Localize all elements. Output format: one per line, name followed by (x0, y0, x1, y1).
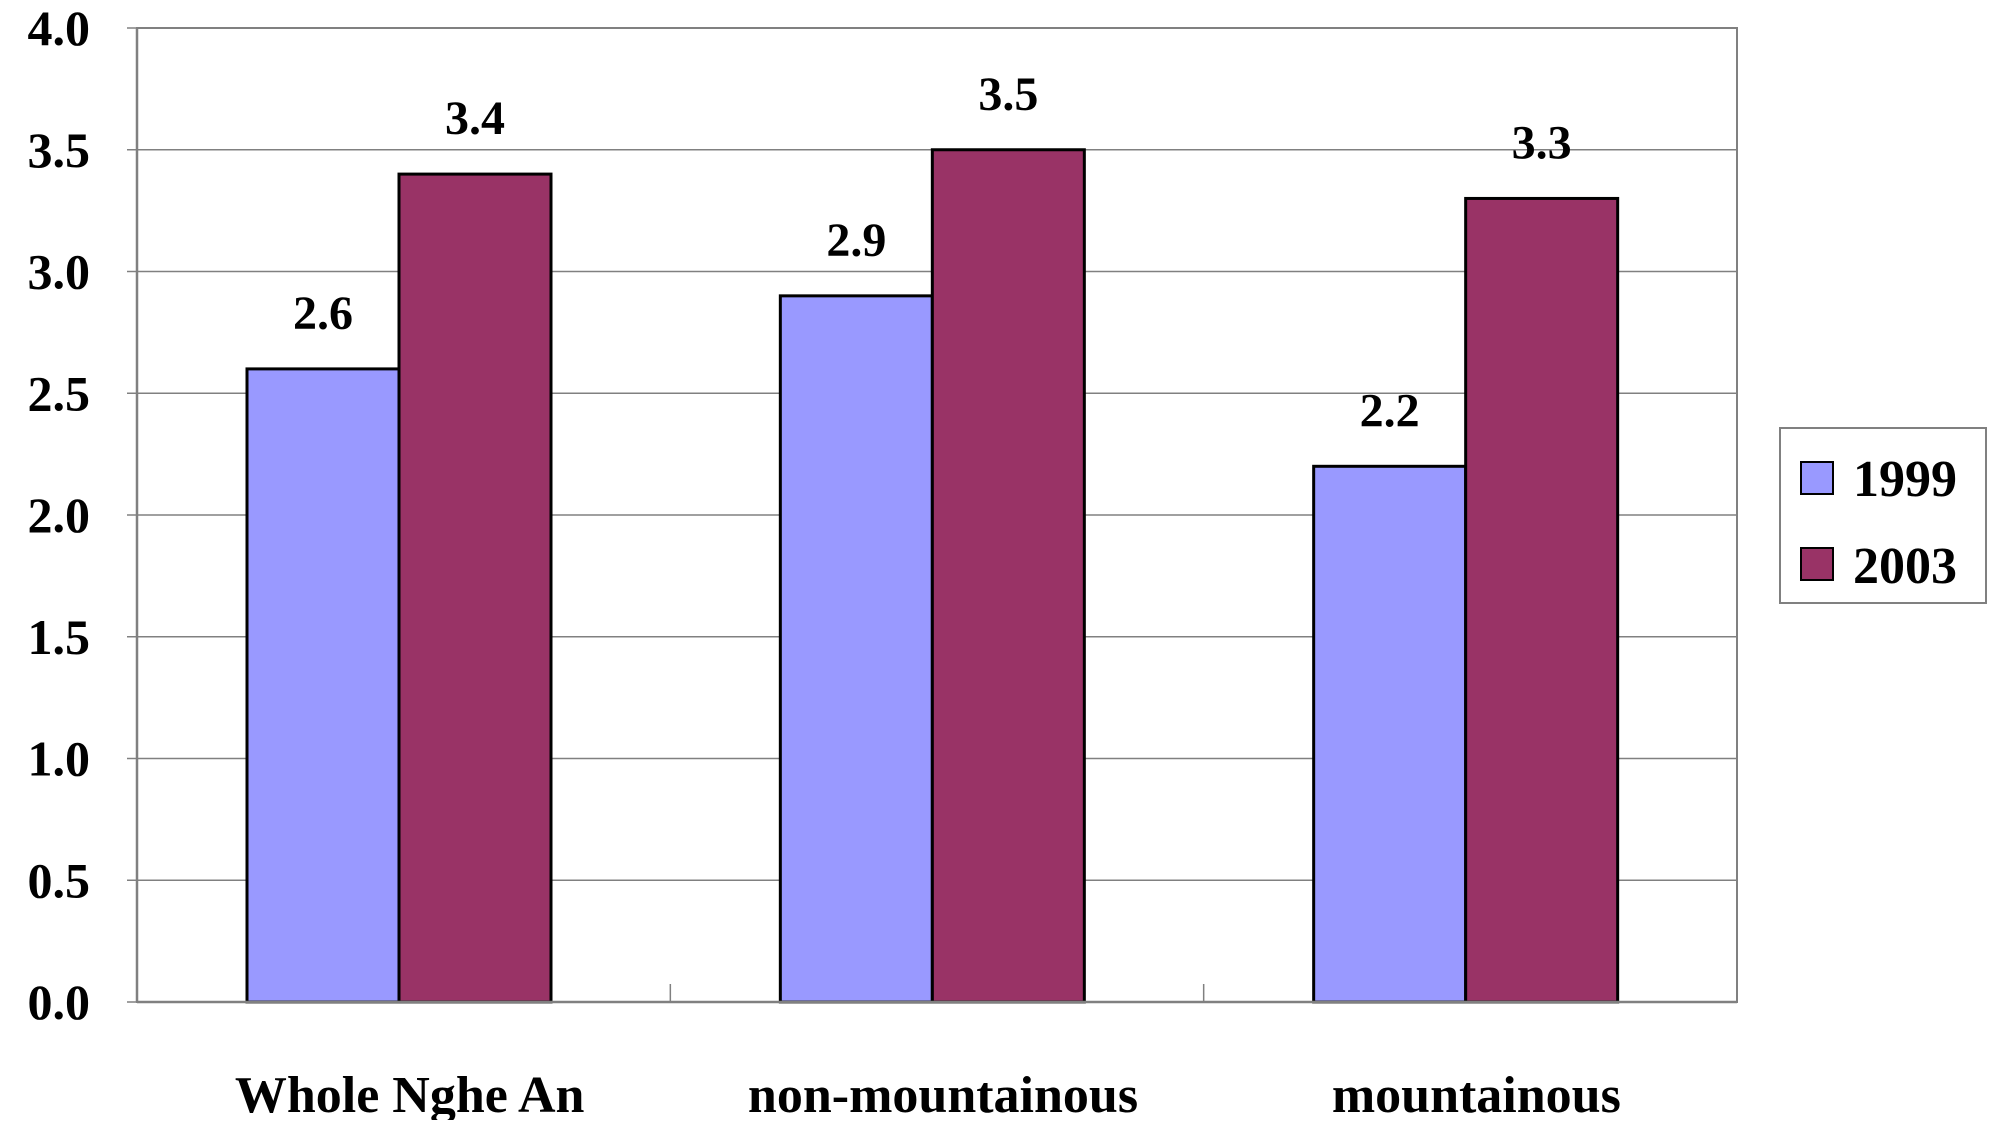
x-category-label: mountainous (1332, 1067, 1621, 1120)
bar-1999-2 (1312, 464, 1468, 1004)
y-tick-label: 3.0 (28, 244, 91, 300)
data-label: 2.6 (293, 287, 353, 340)
bar-2003-2 (1464, 196, 1620, 1004)
x-category-label: non-mountainous (748, 1067, 1138, 1120)
bar-2003-0 (397, 172, 553, 1004)
y-tick-label: 1.5 (28, 609, 91, 665)
data-label: 2.9 (826, 214, 886, 267)
bar-2003-1 (930, 148, 1086, 1004)
legend-label-1999: 1999 (1853, 451, 1957, 508)
data-labels: 2.6 3.4 2.9 3.5 2.2 3.3 (293, 68, 1572, 438)
y-tick-label: 1.0 (28, 731, 91, 787)
data-label: 3.4 (445, 92, 505, 145)
y-tick-label: 0.0 (28, 974, 91, 1030)
data-label: 2.2 (1360, 384, 1420, 437)
bar-1999-1 (778, 294, 934, 1004)
y-tick-label: 0.5 (28, 852, 91, 908)
y-tick-label: 2.0 (28, 487, 91, 543)
bar-1999-0 (245, 367, 401, 1004)
x-category-label: Whole Nghe An (235, 1067, 585, 1120)
y-tick-label: 4.0 (28, 0, 91, 56)
axes (127, 27, 1737, 1004)
legend-swatch-2003 (1800, 547, 1834, 581)
category-labels: Whole Nghe An non-mountainous mountainous (235, 1067, 1621, 1124)
bars (245, 148, 1620, 1004)
y-tick-label: 3.5 (28, 122, 91, 178)
data-label: 3.5 (978, 68, 1038, 121)
legend-label-2003: 2003 (1853, 538, 1957, 595)
legend: 1999 2003 (1779, 427, 1987, 604)
legend-swatch-1999 (1800, 461, 1834, 495)
y-tick-label: 2.5 (28, 365, 91, 421)
data-label: 3.3 (1512, 116, 1572, 169)
y-tick-labels: 0.0 0.5 1.0 1.5 2.0 2.5 3.0 3.5 4.0 (28, 0, 91, 1030)
